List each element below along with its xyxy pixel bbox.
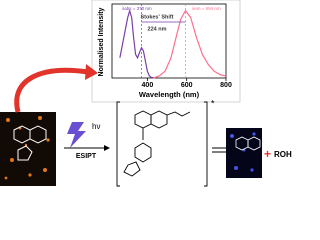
graphical-abstract: Normalised Intensity Wavelength (nm) hν … — [0, 0, 292, 187]
plus: + — [264, 147, 271, 161]
light-label: hν — [92, 122, 100, 131]
lightning — [67, 122, 86, 148]
process-label: ESIPT — [76, 153, 97, 160]
annotation: Stokes' Shift — [140, 14, 173, 20]
annotation: 224 nm — [148, 26, 167, 32]
red-arrow — [14, 67, 89, 113]
plot-frame — [111, 3, 227, 79]
annotation: λem = 594 nm — [192, 6, 221, 11]
x-tick-label: 800 — [220, 82, 232, 89]
annotation: λabs = 370 nm — [122, 6, 152, 11]
y-label: Normalised Intensity — [98, 7, 105, 76]
cell-image-right — [226, 128, 262, 178]
product: ROH — [274, 150, 292, 159]
cell-image-left — [0, 112, 56, 186]
esipt-arrow-head — [104, 145, 110, 151]
red-arrow-head — [85, 64, 98, 80]
x-label: Wavelength (nm) — [139, 90, 200, 99]
series-line — [153, 9, 227, 79]
inset-frame — [91, 0, 241, 103]
excited-mark: * — [211, 98, 215, 108]
series-line — [119, 8, 156, 79]
intermediate-structure — [116, 101, 208, 187]
x-tick-label: 400 — [142, 82, 154, 89]
x-tick-label: 600 — [181, 82, 193, 89]
